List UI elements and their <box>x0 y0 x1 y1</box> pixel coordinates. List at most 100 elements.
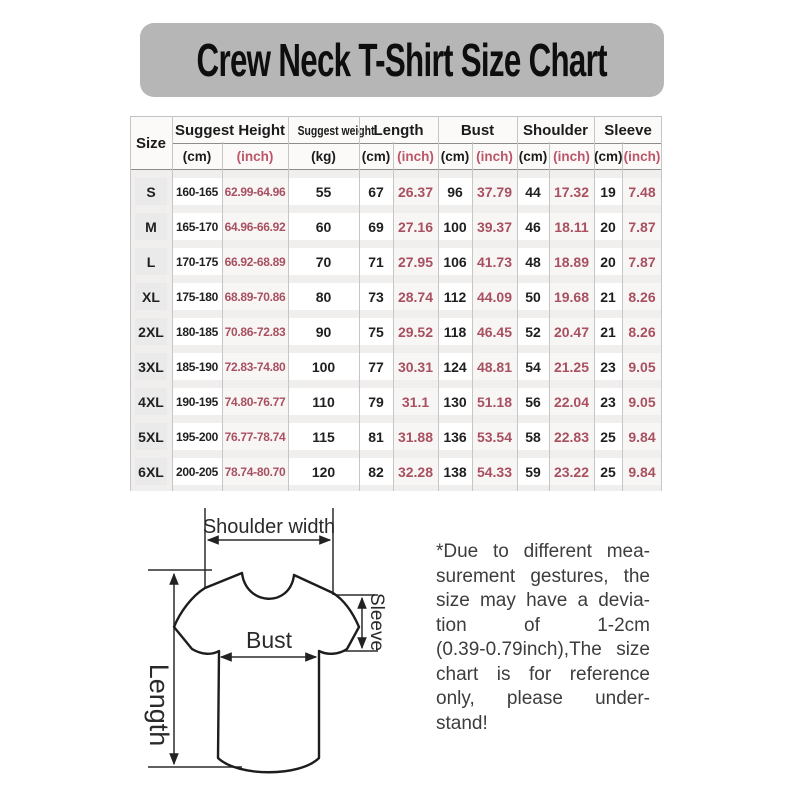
bust-label: Bust <box>246 627 293 653</box>
cell-height-in: 72.83-74.80 <box>222 353 288 380</box>
cell-height-in: 76.77-78.74 <box>222 423 288 450</box>
cell-bust-in: 48.81 <box>472 353 517 380</box>
cell-height-cm: 160-165 <box>172 178 222 205</box>
table-row: 4XL 190-195 74.80-76.77 110 79 31.1 130 51.18 56… <box>130 388 662 415</box>
cell-shoulder-cm: 50 <box>517 283 549 310</box>
cell-bust-in: 53.54 <box>472 423 517 450</box>
cell-weight-kg: 60 <box>288 213 359 240</box>
cell-bust-in: 46.45 <box>472 318 517 345</box>
table-row: 6XL 200-205 78.74-80.70 120 82 32.28 138 54.33 5… <box>130 458 662 485</box>
cell-bust-cm: 130 <box>438 388 472 415</box>
cell-shoulder-in: 21.25 <box>549 353 594 380</box>
unit-weight-kg: (kg) <box>288 143 360 170</box>
cell-bust-in: 44.09 <box>472 283 517 310</box>
cell-sleeve-cm: 20 <box>594 213 622 240</box>
cell-length-in: 27.95 <box>393 248 438 275</box>
col-header-shoulder: Shoulder <box>517 116 595 144</box>
tshirt-outline <box>172 571 361 774</box>
table-group-row: Size Suggest Height Suggest weight Lengt… <box>130 116 663 170</box>
cell-shoulder-in: 18.11 <box>549 213 594 240</box>
cell-weight-kg: 90 <box>288 318 359 345</box>
cell-weight-kg: 115 <box>288 423 359 450</box>
cell-bust-cm: 100 <box>438 213 472 240</box>
col-header-sleeve: Sleeve <box>594 116 663 144</box>
unit-sleeve-cm: (cm) <box>594 143 623 170</box>
note-line: stand! <box>436 712 488 734</box>
cell-length-cm: 71 <box>359 248 393 275</box>
col-header-length: Length <box>359 116 439 144</box>
cell-shoulder-cm: 48 <box>517 248 549 275</box>
cell-sleeve-cm: 21 <box>594 283 622 310</box>
cell-sleeve-in: 8.26 <box>622 318 662 345</box>
cell-height-in: 64.96-66.92 <box>222 213 288 240</box>
cell-length-cm: 67 <box>359 178 393 205</box>
cell-sleeve-in: 9.84 <box>622 423 662 450</box>
cell-size: 5XL <box>130 423 172 450</box>
cell-size: 4XL <box>130 388 172 415</box>
unit-bust-cm: (cm) <box>438 143 473 170</box>
cell-sleeve-in: 7.87 <box>622 213 662 240</box>
cell-bust-cm: 136 <box>438 423 472 450</box>
cell-bust-cm: 106 <box>438 248 472 275</box>
cell-sleeve-in: 7.87 <box>622 248 662 275</box>
table-row: S 160-165 62.99-64.96 55 67 26.37 96 37.79 44 17.… <box>130 178 662 205</box>
cell-height-cm: 180-185 <box>172 318 222 345</box>
cell-length-in: 31.1 <box>393 388 438 415</box>
table-row: XL 175-180 68.89-70.86 80 73 28.74 112 44.09 50 1… <box>130 283 662 310</box>
cell-sleeve-cm: 19 <box>594 178 622 205</box>
unit-height-cm: (cm) <box>172 143 222 170</box>
cell-height-cm: 190-195 <box>172 388 222 415</box>
cell-size: M <box>130 213 172 240</box>
cell-length-cm: 79 <box>359 388 393 415</box>
cell-height-in: 70.86-72.83 <box>222 318 288 345</box>
cell-length-in: 31.88 <box>393 423 438 450</box>
cell-height-in: 68.89-70.86 <box>222 283 288 310</box>
cell-sleeve-in: 8.26 <box>622 283 662 310</box>
col-header-suggest-height: Suggest Height <box>172 116 289 144</box>
table-row: M 165-170 64.96-66.92 60 69 27.16 100 39.37 46 18… <box>130 213 662 240</box>
cell-height-cm: 200-205 <box>172 458 222 485</box>
cell-weight-kg: 70 <box>288 248 359 275</box>
cell-weight-kg: 80 <box>288 283 359 310</box>
cell-shoulder-cm: 44 <box>517 178 549 205</box>
cell-bust-in: 41.73 <box>472 248 517 275</box>
cell-size: S <box>130 178 172 205</box>
cell-weight-kg: 110 <box>288 388 359 415</box>
cell-bust-in: 37.79 <box>472 178 517 205</box>
table-rows: S 160-165 62.99-64.96 55 67 26.37 96 37.79 44 17.… <box>130 178 662 485</box>
cell-sleeve-in: 9.05 <box>622 353 662 380</box>
cell-shoulder-in: 22.04 <box>549 388 594 415</box>
table-row: 5XL 195-200 76.77-78.74 115 81 31.88 136 53.54 5… <box>130 423 662 450</box>
unit-height-inch: (inch) <box>222 143 289 170</box>
cell-size: 6XL <box>130 458 172 485</box>
unit-sleeve-inch: (inch) <box>622 143 663 170</box>
cell-length-in: 26.37 <box>393 178 438 205</box>
cell-shoulder-cm: 46 <box>517 213 549 240</box>
cell-sleeve-cm: 23 <box>594 388 622 415</box>
cell-bust-in: 51.18 <box>472 388 517 415</box>
cell-sleeve-in: 9.05 <box>622 388 662 415</box>
cell-sleeve-in: 9.84 <box>622 458 662 485</box>
cell-sleeve-cm: 20 <box>594 248 622 275</box>
table-units-row: (cm) (inch) (kg) (cm) (inch) (cm) (inch)… <box>130 143 663 170</box>
cell-shoulder-cm: 54 <box>517 353 549 380</box>
size-table-body: S 160-165 62.99-64.96 55 67 26.37 96 37.79 44 17.… <box>130 170 662 493</box>
col-header-bust: Bust <box>438 116 518 144</box>
cell-height-in: 74.80-76.77 <box>222 388 288 415</box>
note-line: tion of 1-2cm <box>436 614 650 636</box>
sleeve-label: Sleeve <box>366 593 387 651</box>
cell-sleeve-cm: 23 <box>594 353 622 380</box>
cell-height-cm: 195-200 <box>172 423 222 450</box>
cell-shoulder-in: 20.47 <box>549 318 594 345</box>
cell-height-cm: 185-190 <box>172 353 222 380</box>
cell-sleeve-cm: 25 <box>594 458 622 485</box>
cell-shoulder-cm: 56 <box>517 388 549 415</box>
cell-length-in: 28.74 <box>393 283 438 310</box>
size-table-header: Size Suggest Height Suggest weight Lengt… <box>130 116 663 170</box>
cell-size: XL <box>130 283 172 310</box>
note-line: size may have a devia- <box>436 590 650 611</box>
title-banner: Crew Neck T-Shirt Size Chart <box>140 23 664 97</box>
measurement-note: *Due to different mea- surement gestures… <box>436 540 650 736</box>
cell-shoulder-cm: 52 <box>517 318 549 345</box>
cell-length-cm: 81 <box>359 423 393 450</box>
